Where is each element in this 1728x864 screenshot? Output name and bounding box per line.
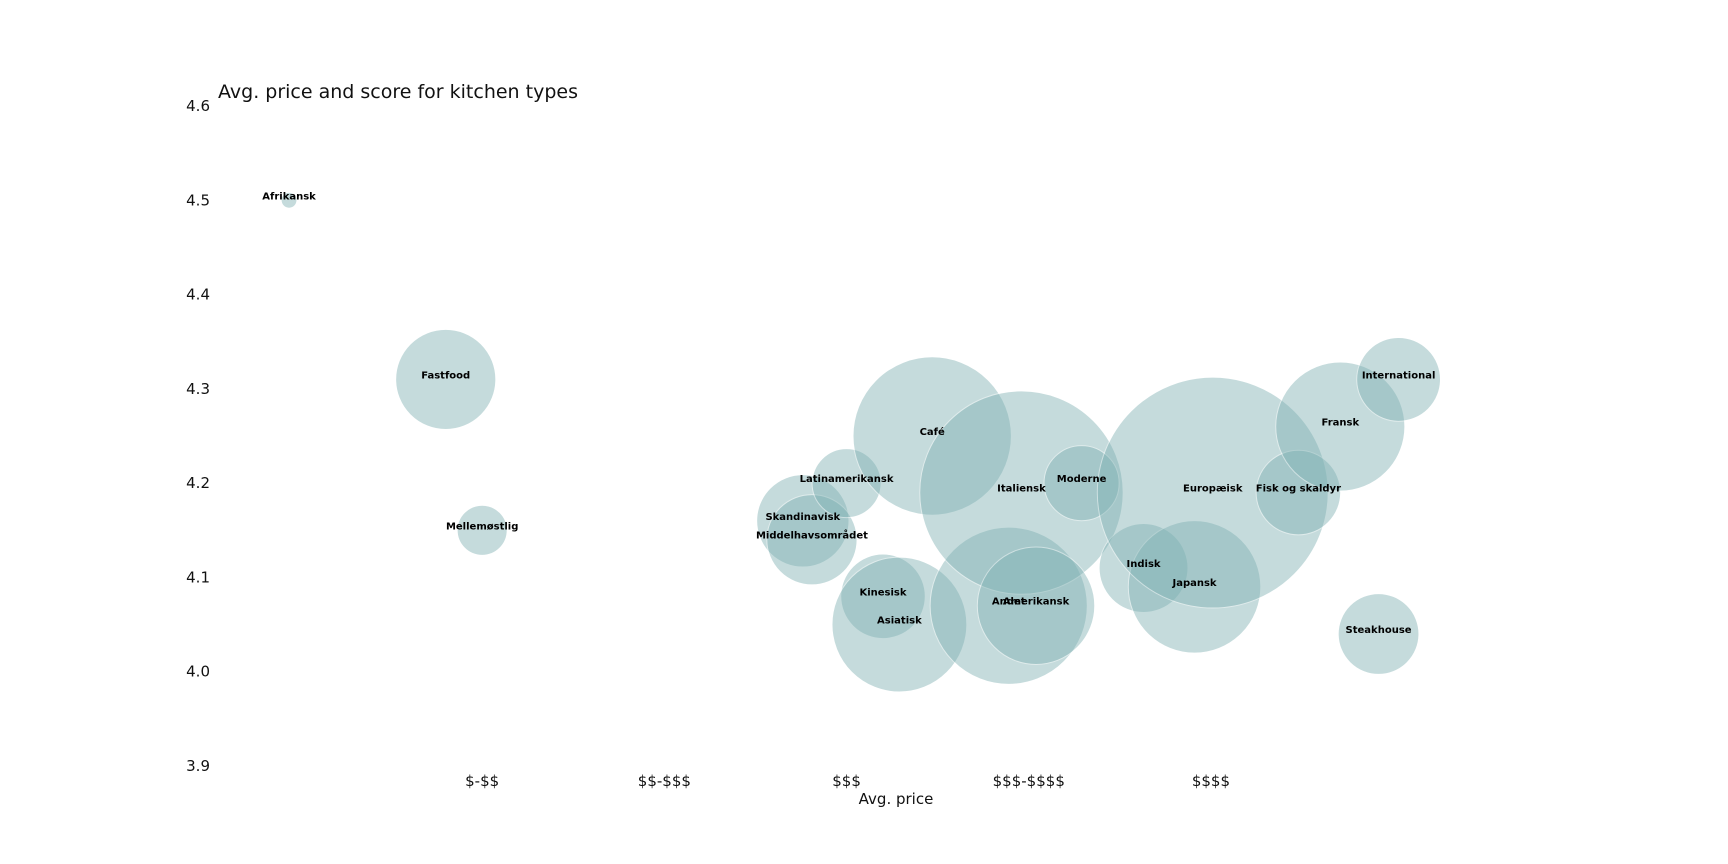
bubble-andet (929, 526, 1088, 685)
bubble-fastfood (395, 328, 497, 431)
bubble-label: Café (920, 426, 945, 438)
bubble-italiensk (919, 390, 1124, 595)
y-tick-label: 4.4 (186, 286, 210, 304)
bubble-label: Amerikansk (1003, 597, 1070, 608)
chart-title: Avg. price and score for kitchen types (218, 81, 578, 103)
bubble-fransk (1275, 361, 1406, 492)
x-tick-label: $$-$$$ (638, 772, 691, 790)
bubble-amerikansk (976, 546, 1096, 665)
bubble-moderne (1043, 445, 1120, 522)
bubble-label: Latinamerikansk (800, 474, 894, 485)
bubble-label: Fisk og skaldyr (1256, 484, 1341, 495)
bubble-latinamerikansk (811, 448, 882, 519)
bubble-label: Skandinavisk (765, 512, 840, 523)
x-axis-label: Avg. price (859, 790, 934, 808)
bubble-label: Italiensk (997, 484, 1046, 495)
bubble-label: Fransk (1322, 418, 1360, 429)
bubble-indisk (1098, 523, 1189, 613)
bubble-label: Fastfood (421, 370, 470, 381)
y-tick-label: 4.3 (186, 380, 210, 398)
y-tick-label: 3.9 (186, 757, 210, 775)
bubble-mellemøstlig (456, 504, 508, 556)
bubble-middelhavsområdet (766, 494, 858, 586)
y-tick-label: 4.5 (186, 191, 210, 209)
bubble-afrikansk (280, 191, 298, 209)
bubble-label: International (1362, 370, 1436, 381)
x-axis-ticks: $-$$ $$-$$$ $$$ $$$-$$$$ $$$$ (465, 772, 1230, 790)
bubble-label: Japansk (1171, 578, 1216, 589)
bubble-labels-layer: Afrikansk Fastfood Mellemøstlig Skandinavis… (262, 191, 1435, 636)
bubbles-layer (280, 191, 1442, 693)
y-axis-ticks: 3.9 4.0 4.1 4.2 4.3 4.4 4.5 4.6 (186, 97, 210, 775)
bubble-label: Afrikansk (262, 191, 316, 202)
y-tick-label: 4.0 (186, 663, 210, 681)
bubble-label: Moderne (1057, 474, 1107, 485)
x-tick-label: $$$-$$$$ (993, 772, 1065, 790)
bubble-japansk (1127, 520, 1262, 654)
bubble-caf- (852, 356, 1012, 516)
bubble-europæisk (1096, 376, 1329, 609)
bubble-international (1356, 337, 1442, 422)
bubble-label: Kinesisk (859, 587, 906, 598)
x-tick-label: $$$$ (1192, 772, 1230, 790)
bubble-asiatisk (831, 556, 968, 693)
y-tick-label: 4.1 (186, 568, 210, 586)
bubble-label: Mellemøstlig (446, 521, 518, 532)
bubble-skandinavisk (756, 474, 850, 568)
bubble-label: Europæisk (1183, 484, 1243, 495)
bubble-label: Steakhouse (1346, 625, 1412, 636)
bubble-kinesisk (840, 553, 926, 640)
bubble-label: Middelhavsområdet (756, 529, 868, 542)
y-tick-label: 4.6 (186, 97, 210, 115)
x-tick-label: $$$ (832, 772, 861, 790)
bubble-fisk-og-skaldyr (1255, 449, 1342, 536)
bubble-steakhouse (1337, 593, 1420, 675)
bubble-label: Andet (992, 597, 1026, 608)
y-tick-label: 4.2 (186, 474, 210, 492)
x-tick-label: $-$$ (465, 772, 499, 790)
bubble-label: Indisk (1127, 559, 1161, 570)
bubble-label: Asiatisk (877, 616, 922, 627)
